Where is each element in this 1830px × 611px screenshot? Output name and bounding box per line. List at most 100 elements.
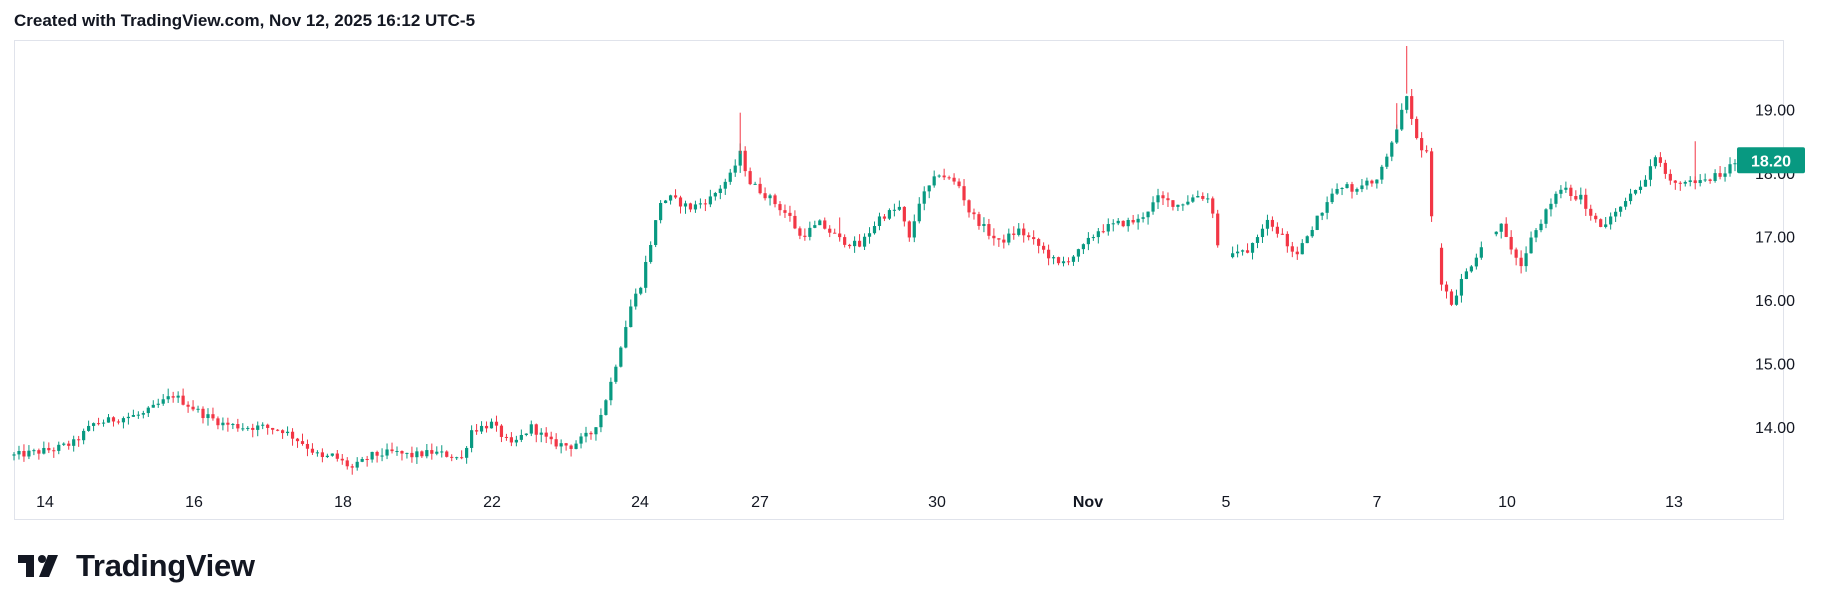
candle — [82, 428, 86, 445]
price-axis-label: 16.00 — [1755, 293, 1795, 310]
candle — [1017, 223, 1021, 237]
candle — [823, 217, 827, 230]
candle — [330, 453, 334, 457]
candle — [1400, 103, 1404, 132]
candle — [1668, 169, 1672, 185]
candle — [713, 191, 717, 201]
candle — [1335, 183, 1339, 195]
candle — [1260, 224, 1265, 243]
candle — [385, 443, 389, 460]
candle — [1042, 242, 1046, 254]
candle — [315, 450, 320, 457]
time-axis-label: 24 — [631, 494, 649, 511]
candle — [415, 447, 419, 464]
candle — [902, 206, 906, 227]
candle — [305, 439, 310, 457]
candle — [524, 433, 528, 437]
candle — [659, 200, 663, 224]
candle — [106, 413, 111, 423]
candle — [619, 346, 623, 368]
candle — [101, 419, 106, 427]
candle — [256, 421, 260, 437]
candle — [1524, 246, 1528, 272]
candle — [1574, 190, 1578, 202]
candle — [1285, 231, 1289, 253]
candle — [410, 446, 414, 463]
candle — [778, 201, 782, 216]
price-axis-label: 17.00 — [1755, 230, 1795, 247]
time-axis-label: Nov — [1073, 494, 1103, 511]
candle — [325, 453, 329, 459]
candle — [544, 427, 548, 444]
candle — [748, 167, 752, 186]
candle — [445, 450, 449, 458]
candle — [91, 422, 96, 432]
candle — [1300, 239, 1304, 255]
tradingview-logo[interactable]: TradingView — [18, 548, 255, 584]
candle — [639, 286, 643, 296]
candle — [1439, 243, 1444, 291]
candle — [877, 212, 882, 231]
candle — [937, 174, 941, 178]
candle — [723, 178, 727, 195]
candle — [1658, 152, 1662, 167]
candle — [589, 431, 593, 440]
candle — [793, 210, 797, 230]
candle — [818, 219, 822, 226]
candle — [708, 189, 712, 208]
candle — [435, 446, 439, 456]
candle — [236, 418, 240, 432]
candle — [479, 421, 484, 434]
chart-pane[interactable] — [14, 40, 1784, 520]
candle — [1599, 218, 1603, 228]
candle — [12, 452, 16, 461]
candle — [455, 456, 459, 461]
candle — [957, 178, 961, 189]
candle — [1454, 289, 1459, 306]
candle — [962, 179, 966, 206]
candle — [504, 433, 509, 441]
candle — [211, 407, 215, 421]
candles-layer — [12, 46, 1737, 475]
candle — [261, 422, 265, 430]
time-axis[interactable]: 14 16 18 22 24 27 30 Nov 5 7 10 13 — [36, 494, 1683, 511]
candle — [718, 185, 722, 200]
candle — [77, 435, 81, 447]
candle — [131, 409, 135, 417]
candle — [987, 218, 991, 240]
candle — [320, 448, 324, 463]
candle — [897, 200, 901, 211]
candle — [1410, 88, 1414, 125]
candle — [917, 197, 921, 224]
candle — [1529, 231, 1533, 254]
candle — [1643, 175, 1648, 187]
price-axis-label: 15.00 — [1755, 357, 1795, 374]
candle — [251, 423, 255, 438]
candle — [1713, 169, 1717, 183]
candle — [952, 173, 956, 185]
candle — [574, 440, 578, 450]
candle — [1509, 230, 1513, 255]
candle — [673, 189, 678, 199]
candle — [196, 405, 200, 413]
candle — [693, 200, 698, 213]
chart-credit-header: Created with TradingView.com, Nov 12, 20… — [14, 11, 476, 30]
candle — [1474, 253, 1478, 270]
candle — [375, 450, 379, 463]
candle — [982, 217, 986, 233]
price-axis-label: 14.00 — [1755, 420, 1795, 437]
candle — [136, 411, 140, 419]
candle — [1136, 214, 1140, 230]
time-axis-label: 10 — [1498, 494, 1516, 511]
candle — [191, 400, 195, 412]
candle — [1514, 247, 1518, 266]
candle — [624, 320, 628, 349]
time-axis-label: 5 — [1222, 494, 1231, 511]
candle — [1216, 209, 1220, 248]
candle — [683, 200, 688, 214]
candle — [246, 426, 250, 431]
candle — [465, 446, 469, 464]
candle — [733, 159, 737, 177]
